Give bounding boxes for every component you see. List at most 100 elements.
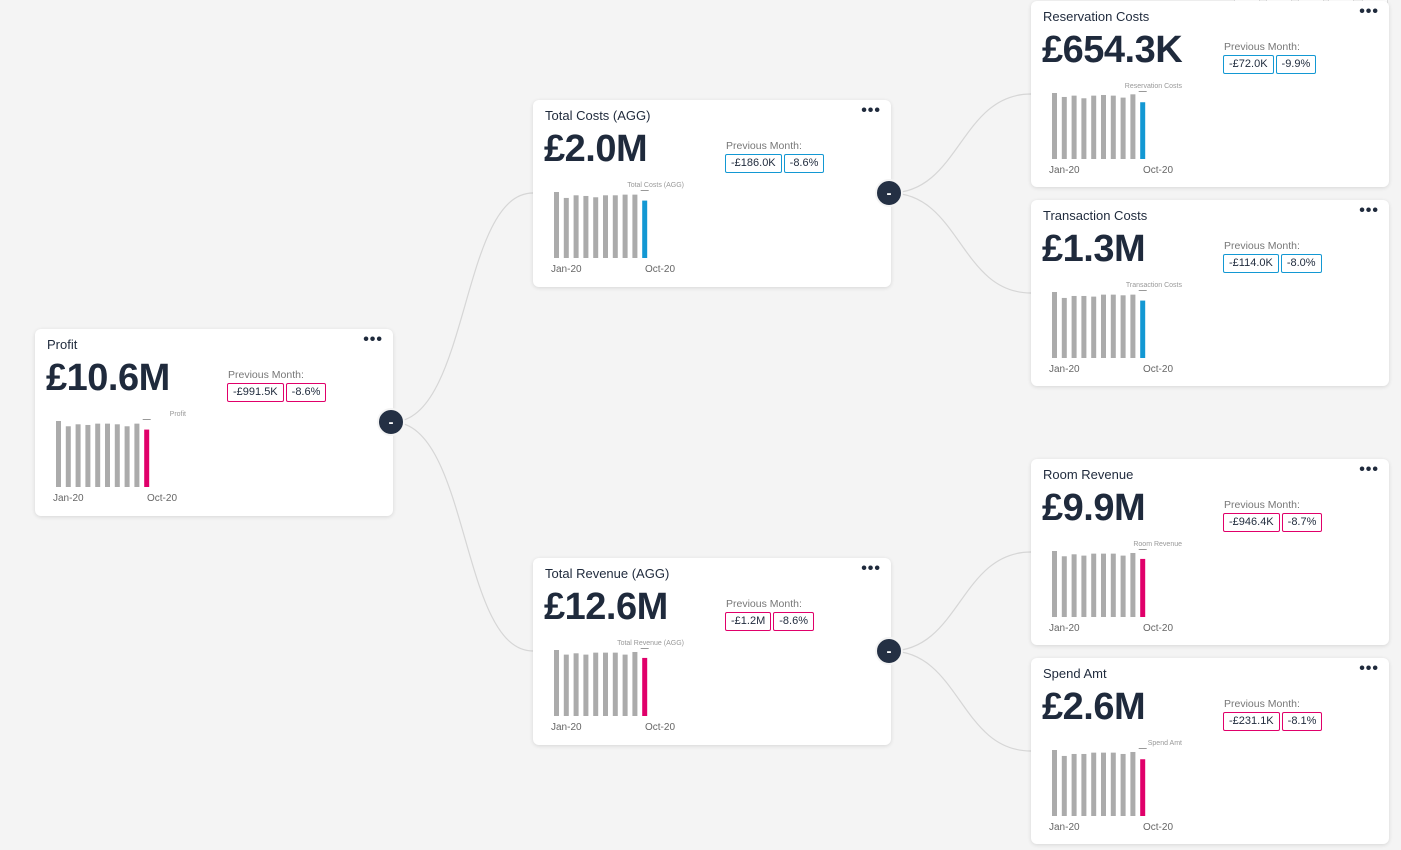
bar-aug-20[interactable]	[1120, 295, 1126, 358]
bar-feb-20[interactable]	[563, 654, 569, 716]
bar-aug-20[interactable]	[622, 194, 628, 258]
bar-jun-20[interactable]	[603, 195, 608, 258]
previous-month-label: Previous Month:	[726, 140, 802, 152]
bar-mar-20[interactable]	[1071, 753, 1077, 816]
bar-mar-20[interactable]	[1071, 554, 1077, 617]
card-profit[interactable]: Profit ••• £10.6M Previous Month: -£991.…	[35, 329, 393, 516]
bar-sep-20[interactable]	[1130, 751, 1136, 816]
bar-sep-20[interactable]	[1130, 94, 1136, 159]
bar-oct-20[interactable]	[1140, 558, 1146, 617]
bar-apr-20[interactable]	[1081, 295, 1087, 358]
bar-jan-20[interactable]	[1052, 750, 1057, 816]
bar-oct-20[interactable]	[1140, 300, 1146, 358]
bar-may-20[interactable]	[593, 652, 599, 716]
bar-oct-20[interactable]	[144, 429, 150, 487]
more-options-icon[interactable]: •••	[1359, 461, 1379, 478]
bar-apr-20[interactable]	[1081, 555, 1087, 617]
card-total-revenue[interactable]: Total Revenue (AGG) ••• £12.6M Previous …	[533, 558, 891, 745]
bar-jun-20[interactable]	[1101, 294, 1106, 358]
bar-apr-20[interactable]	[1081, 753, 1087, 816]
bar-mar-20[interactable]	[573, 195, 579, 258]
bar-jan-20[interactable]	[56, 421, 61, 487]
delta-percent-badge: -8.6%	[285, 383, 327, 402]
bar-aug-20[interactable]	[1120, 555, 1126, 617]
bar-jul-20[interactable]	[1110, 553, 1116, 617]
bar-jul-20[interactable]	[1110, 294, 1116, 358]
more-options-icon[interactable]: •••	[861, 102, 881, 119]
collapse-button-total-costs[interactable]: -	[875, 179, 903, 207]
bar-jan-20[interactable]	[554, 192, 559, 258]
bar-aug-20[interactable]	[1120, 753, 1126, 816]
bar-apr-20[interactable]	[583, 195, 589, 258]
bar-apr-20[interactable]	[1081, 98, 1087, 159]
bar-aug-20[interactable]	[1120, 97, 1126, 159]
bar-may-20[interactable]	[1091, 95, 1097, 159]
card-title: Profit	[47, 337, 78, 352]
bar-mar-20[interactable]	[1071, 295, 1077, 358]
previous-month-label: Previous Month:	[1224, 499, 1300, 511]
bar-oct-20[interactable]	[1140, 102, 1146, 159]
card-total-costs[interactable]: Total Costs (AGG) ••• £2.0M Previous Mon…	[533, 100, 891, 287]
more-options-icon[interactable]: •••	[1359, 202, 1379, 219]
card-value: £1.3M	[1042, 228, 1146, 270]
more-options-icon[interactable]: •••	[861, 560, 881, 577]
collapse-button-profit[interactable]: -	[377, 408, 405, 436]
bar-aug-20[interactable]	[622, 654, 628, 716]
bar-oct-20[interactable]	[642, 657, 648, 716]
bar-may-20[interactable]	[1091, 553, 1097, 617]
bar-may-20[interactable]	[1091, 296, 1097, 358]
bar-feb-20[interactable]	[563, 197, 569, 258]
card-room-revenue[interactable]: Room Revenue ••• £9.9M Previous Month: -…	[1031, 459, 1389, 645]
bar-jun-20[interactable]	[105, 423, 110, 487]
delta-absolute-badge: -£186.0K	[725, 154, 782, 173]
bar-mar-20[interactable]	[1071, 95, 1077, 159]
bar-jul-20[interactable]	[114, 424, 120, 487]
bar-mar-20[interactable]	[75, 424, 81, 487]
card-spend-amt[interactable]: Spend Amt ••• £2.6M Previous Month: -£23…	[1031, 658, 1389, 844]
bar-may-20[interactable]	[1091, 752, 1097, 816]
bar-feb-20[interactable]	[1061, 556, 1067, 617]
bar-may-20[interactable]	[95, 423, 101, 487]
bar-feb-20[interactable]	[1061, 96, 1067, 159]
bar-jan-20[interactable]	[554, 650, 559, 716]
more-options-icon[interactable]: •••	[1359, 3, 1379, 20]
x-axis-end-label: Oct-20	[1143, 165, 1174, 176]
collapse-button-total-revenue[interactable]: -	[875, 637, 903, 665]
bar-sep-20[interactable]	[134, 423, 140, 487]
bar-jul-20[interactable]	[1110, 95, 1116, 159]
bar-mar-20[interactable]	[573, 653, 579, 716]
bar-sep-20[interactable]	[632, 194, 638, 258]
bar-jul-20[interactable]	[1110, 752, 1116, 816]
bar-sep-20[interactable]	[1130, 552, 1136, 617]
bar-jun-20[interactable]	[1101, 752, 1106, 816]
bar-jul-20[interactable]	[612, 652, 618, 716]
bar-oct-20[interactable]	[642, 200, 648, 258]
bar-may-20[interactable]	[593, 197, 599, 258]
card-reservation-costs[interactable]: Reservation Costs ••• £654.3K Previous M…	[1031, 1, 1389, 187]
more-options-icon[interactable]: •••	[1359, 660, 1379, 677]
delta-badges: -£991.5K -8.6%	[227, 383, 327, 402]
bar-jun-20[interactable]	[1101, 94, 1106, 159]
bar-jan-20[interactable]	[1052, 551, 1057, 617]
delta-absolute-badge: -£991.5K	[227, 383, 284, 402]
bar-feb-20[interactable]	[65, 426, 71, 487]
bar-sep-20[interactable]	[1130, 294, 1136, 358]
card-transaction-costs[interactable]: Transaction Costs ••• £1.3M Previous Mon…	[1031, 200, 1389, 386]
bar-apr-20[interactable]	[583, 654, 589, 716]
bar-jun-20[interactable]	[603, 652, 608, 716]
bar-jul-20[interactable]	[612, 195, 618, 258]
bar-feb-20[interactable]	[1061, 755, 1067, 816]
bar-feb-20[interactable]	[1061, 297, 1067, 358]
chart-caption: Spend Amt	[1147, 740, 1182, 747]
more-options-icon[interactable]: •••	[363, 331, 383, 348]
bar-oct-20[interactable]	[1140, 759, 1146, 816]
bar-jan-20[interactable]	[1052, 292, 1057, 358]
bar-jun-20[interactable]	[1101, 553, 1106, 617]
bar-sep-20[interactable]	[632, 651, 638, 716]
card-title: Transaction Costs	[1043, 208, 1148, 223]
bar-aug-20[interactable]	[124, 426, 130, 487]
bar-jan-20[interactable]	[1052, 93, 1057, 159]
card-value: £2.0M	[544, 128, 648, 170]
bar-apr-20[interactable]	[85, 424, 91, 487]
x-axis-end-label: Oct-20	[645, 264, 676, 275]
